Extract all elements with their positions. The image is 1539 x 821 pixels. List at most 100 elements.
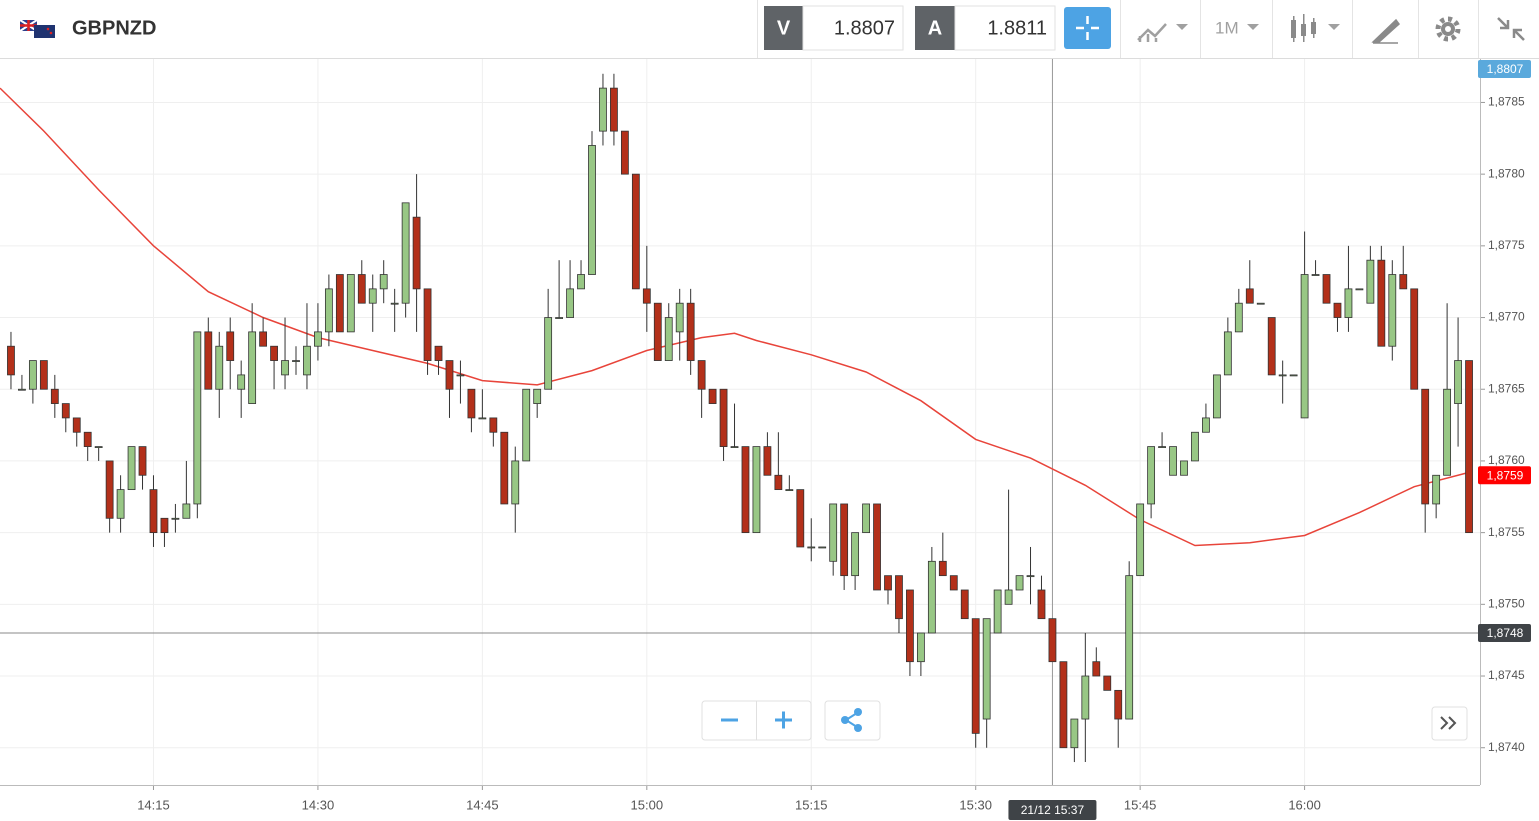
ask-box[interactable] bbox=[954, 5, 1056, 51]
candle-body bbox=[588, 145, 596, 275]
candle-body bbox=[1147, 446, 1156, 505]
candle-body bbox=[916, 632, 925, 663]
candle-body bbox=[116, 489, 125, 519]
candle-body bbox=[379, 274, 388, 290]
candle-body bbox=[1333, 302, 1342, 318]
caret[interactable] bbox=[1247, 24, 1259, 30]
share-dot bbox=[854, 708, 862, 716]
caret[interactable] bbox=[1176, 24, 1188, 30]
bid-tag[interactable] bbox=[764, 6, 803, 50]
candle-body bbox=[1180, 460, 1188, 476]
zoom-controls bbox=[701, 700, 1468, 741]
x-tick-label: 14:15 bbox=[137, 797, 170, 812]
candle-body bbox=[160, 517, 169, 534]
zoom-in[interactable] bbox=[775, 711, 792, 729]
candle-body bbox=[1081, 675, 1090, 720]
candle-body bbox=[182, 503, 191, 519]
candle-body bbox=[884, 575, 892, 591]
candle-body bbox=[1223, 331, 1232, 376]
x-tick-label: 14:45 bbox=[466, 797, 499, 812]
candle-body bbox=[105, 460, 114, 519]
candle-body bbox=[171, 517, 180, 520]
candle-body bbox=[489, 417, 498, 433]
candle-body bbox=[599, 87, 607, 132]
price-tag bbox=[1478, 60, 1531, 78]
bid-label[interactable]: V bbox=[777, 17, 791, 39]
candle-icon[interactable] bbox=[1291, 14, 1316, 42]
ask-label[interactable]: A bbox=[928, 17, 942, 39]
candle-body bbox=[1377, 259, 1386, 347]
candle-body bbox=[237, 374, 246, 390]
candle-body bbox=[204, 331, 213, 390]
candle-body bbox=[620, 130, 629, 175]
flag-nz bbox=[34, 25, 55, 38]
candle-body bbox=[1169, 446, 1177, 476]
candle-body bbox=[18, 388, 26, 391]
candle-body bbox=[840, 503, 849, 577]
moving-average bbox=[0, 87, 1470, 547]
bid-box[interactable] bbox=[802, 5, 904, 51]
crosshair-button[interactable] bbox=[1064, 7, 1111, 49]
candle-body bbox=[522, 388, 531, 462]
candle-body bbox=[1278, 374, 1287, 377]
candle-body bbox=[730, 446, 739, 448]
plot-area bbox=[0, 58, 1480, 785]
timeframe[interactable]: 1M bbox=[1215, 18, 1239, 37]
bid-price[interactable]: 1.8807 bbox=[834, 17, 895, 39]
icon-part bbox=[1303, 14, 1305, 42]
candle-body bbox=[873, 503, 881, 591]
candle-body bbox=[1300, 274, 1309, 419]
candle-body bbox=[1234, 302, 1243, 333]
y-tick-label: 1,8780 bbox=[1488, 166, 1525, 180]
ask-tag[interactable] bbox=[915, 6, 955, 50]
candle-body bbox=[1136, 503, 1145, 577]
candle-body bbox=[1004, 589, 1013, 605]
caret[interactable] bbox=[1328, 24, 1340, 30]
share-button[interactable] bbox=[824, 700, 881, 741]
candle-body bbox=[851, 532, 860, 577]
y-tick-label: 1,8760 bbox=[1488, 453, 1525, 467]
ask-price[interactable]: 1.8811 bbox=[987, 17, 1047, 39]
candle-body bbox=[248, 331, 257, 404]
y-tick-label: 1,8755 bbox=[1488, 525, 1525, 539]
settings-icon[interactable] bbox=[1435, 16, 1461, 42]
candle-body bbox=[28, 360, 37, 390]
candle-body bbox=[226, 331, 235, 361]
draw-icon[interactable] bbox=[1371, 18, 1401, 44]
candle-body bbox=[478, 417, 487, 420]
x-tick-label: 15:30 bbox=[959, 797, 992, 812]
candle-body bbox=[467, 388, 476, 419]
candle-body bbox=[1048, 618, 1057, 663]
candle-body bbox=[259, 331, 268, 347]
candle-body bbox=[686, 302, 695, 361]
candle-body bbox=[1103, 675, 1112, 691]
candle-body bbox=[697, 360, 706, 390]
candle-body bbox=[50, 388, 59, 404]
candle-body bbox=[1059, 661, 1068, 749]
candle-body bbox=[642, 288, 651, 304]
axes: 1,8740 1,8745 1,8750 1,8755 1,8760 1,8765 1,87… bbox=[0, 58, 1531, 820]
candle-body bbox=[61, 403, 70, 419]
crosshair-x-tag bbox=[1008, 800, 1097, 820]
candle-body bbox=[1267, 317, 1276, 376]
crosshair-icon bbox=[1076, 16, 1099, 40]
candle-body bbox=[1202, 417, 1210, 433]
candle-body bbox=[993, 589, 1002, 634]
candle-body bbox=[1344, 288, 1353, 318]
candle-body bbox=[1015, 575, 1024, 591]
settings-icon-hole bbox=[1445, 26, 1451, 32]
candle-body bbox=[324, 288, 333, 333]
candle-body bbox=[982, 618, 991, 720]
candle-body bbox=[1421, 388, 1430, 505]
candle-body bbox=[763, 446, 772, 476]
scroll-end-button[interactable] bbox=[1431, 706, 1468, 741]
chart-type-icon[interactable] bbox=[1137, 23, 1167, 42]
collapse-icon[interactable] bbox=[1497, 17, 1525, 41]
candle-body bbox=[94, 446, 103, 448]
candle-body bbox=[971, 618, 980, 734]
x-tick-label: 15:00 bbox=[631, 797, 664, 812]
crosshair-y-tag bbox=[1478, 624, 1531, 643]
candle-body bbox=[390, 302, 399, 305]
flag-star bbox=[46, 27, 50, 31]
candle-body bbox=[533, 388, 542, 404]
